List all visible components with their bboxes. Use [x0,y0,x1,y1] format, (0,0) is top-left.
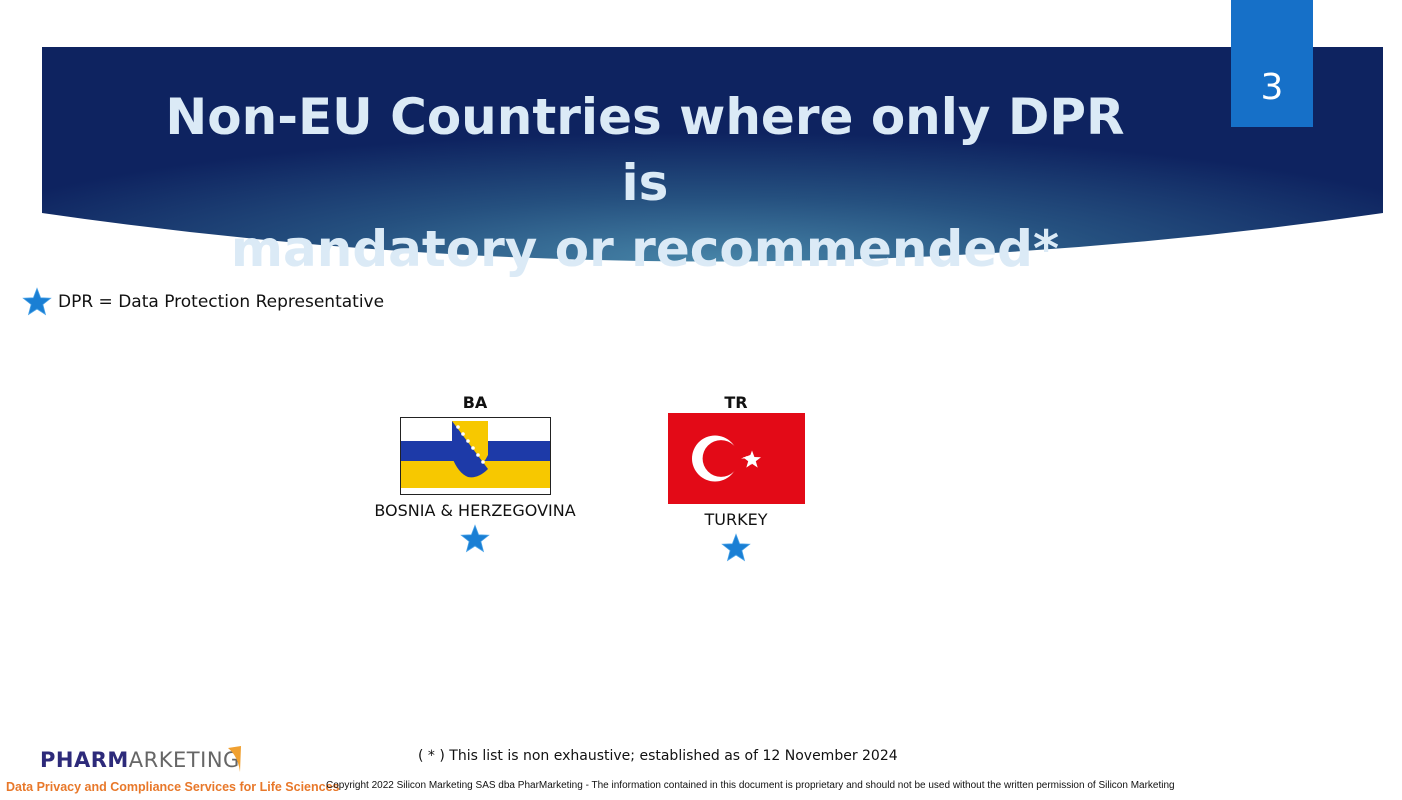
slide-title: Non-EU Countries where only DPR is manda… [140,84,1150,282]
pharmarketing-logo: PHARMARKETING [40,746,241,772]
title-banner [42,47,1383,262]
star-icon [721,533,751,562]
tagline: Data Privacy and Compliance Services for… [6,780,340,794]
logo-light: ARKETING [128,748,240,772]
country-name: TURKEY [704,510,768,529]
slide-number: 3 [1231,0,1313,127]
title-line-2: mandatory or recommended* [230,220,1060,278]
legend-text: DPR = Data Protection Representative [58,292,385,312]
country-name: BOSNIA & HERZEGOVINA [374,501,576,520]
country-ba: BA BOSNIA & HERZEGOVINA [360,393,590,554]
country-code: BA [462,393,488,412]
title-line-1: Non-EU Countries where only DPR is [165,88,1125,212]
country-tr: TR TURKEY [636,393,836,563]
flag-turkey-icon [667,413,805,504]
legend: DPR = Data Protection Representative [22,287,384,317]
copyright: Copyright 2022 Silicon Marketing SAS dba… [326,780,1175,791]
star-icon [22,287,52,316]
star-icon [460,524,490,553]
flag-bosnia-icon [399,417,551,495]
logo-bold: PHARM [40,748,129,772]
country-code: TR [724,393,748,412]
logo-swoosh-icon [228,746,241,772]
footnote: ( * ) This list is non exhaustive; estab… [418,748,898,764]
